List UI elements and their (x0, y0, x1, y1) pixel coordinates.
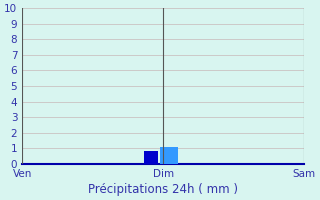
Bar (160, 147, 178, 164)
Bar (144, 151, 158, 164)
X-axis label: Précipitations 24h ( mm ): Précipitations 24h ( mm ) (88, 183, 238, 196)
